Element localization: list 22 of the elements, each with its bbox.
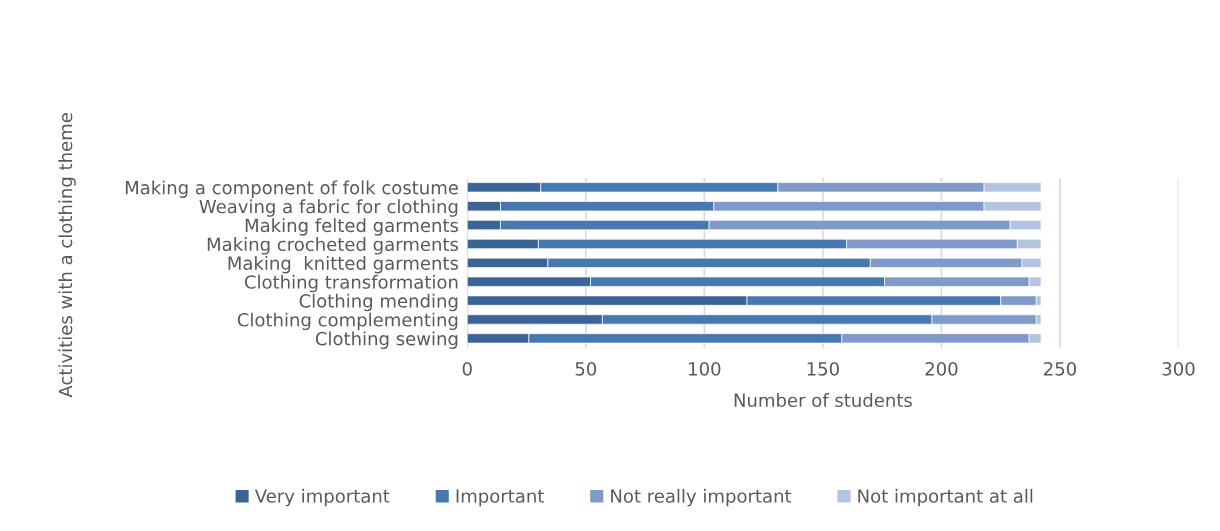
y-axis-title: Activities with a clothing theme — [58, 113, 76, 398]
y-tick-label: Making knitted garments — [228, 255, 459, 274]
x-tick-label: 50 — [575, 362, 597, 376]
legend-label: Important — [456, 489, 544, 507]
x-tick-label: 250 — [1044, 362, 1077, 376]
y-tick-label: Weaving a fabric for clothing — [199, 199, 458, 217]
y-tick-label: Clothing complementing — [237, 312, 458, 331]
y-tick-label: Clothing transformation — [244, 274, 458, 293]
y-tick-label: Making a component of folk costume — [125, 180, 458, 198]
x-tick-label: 300 — [1162, 362, 1195, 376]
y-tick-label: Making crocheted garments — [207, 237, 459, 255]
x-tick-label: 0 — [462, 362, 472, 376]
x-tick-label: 100 — [689, 362, 721, 376]
legend-label: Not really important — [611, 488, 792, 507]
x-axis-title: Number of students — [734, 393, 912, 408]
x-tick-label: 150 — [807, 362, 839, 376]
x-tick-label: 200 — [925, 362, 958, 376]
y-tick-label: Clothing mending — [299, 293, 458, 312]
y-tick-label: Making felted garments — [245, 218, 459, 236]
legend-label: Very important — [254, 488, 390, 507]
y-tick-label: Clothing sewing — [315, 331, 458, 349]
legend-label: Not important at all — [858, 488, 1033, 507]
